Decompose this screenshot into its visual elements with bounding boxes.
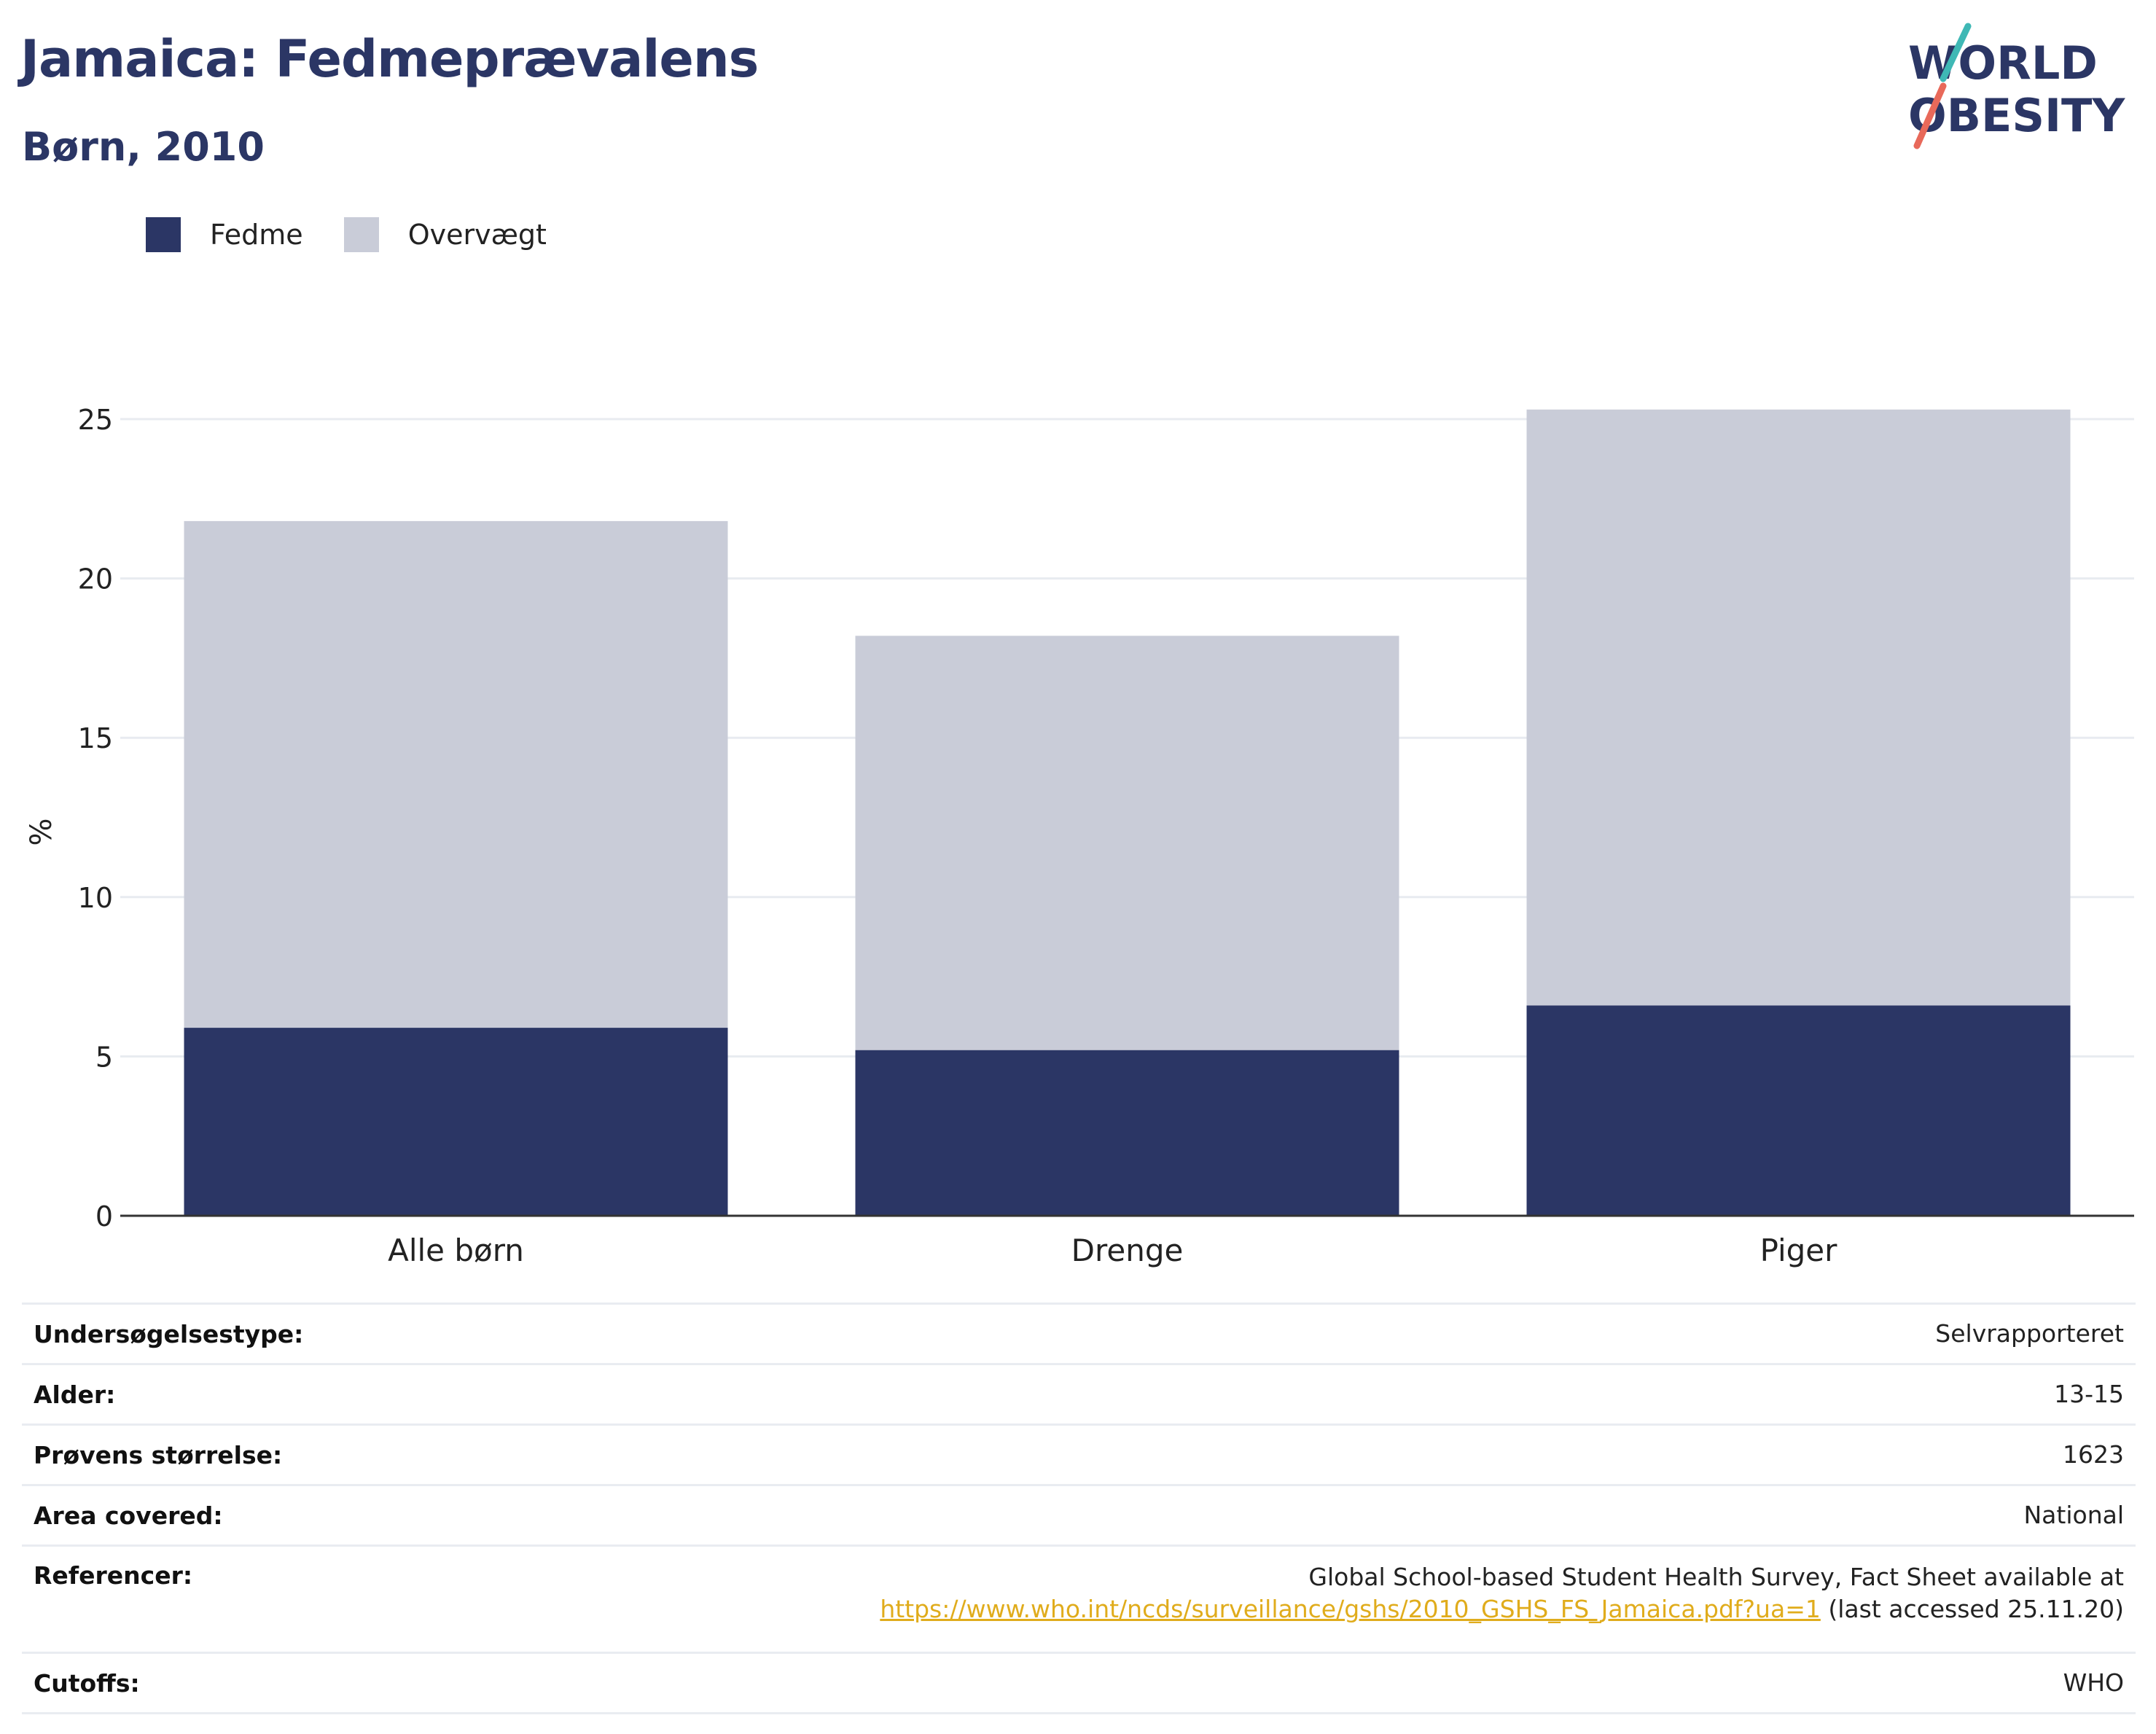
legend-swatch-overvaegt (343, 217, 379, 252)
y-tick-label: 10 (78, 882, 113, 914)
x-tick-label: Drenge (1071, 1233, 1184, 1268)
legend-label-fedme: Fedme (210, 219, 303, 251)
world-obesity-logo: WORLD OBESITY (1908, 23, 2125, 149)
info-value: Global School-based Student Health Surve… (867, 1546, 2136, 1653)
info-row-sample-size: Prøvens størrelse: 1623 (22, 1424, 2136, 1485)
bar-overvaegt (1526, 409, 2071, 1006)
reference-text: Global School-based Student Health Surve… (1308, 1563, 2124, 1591)
legend-item-fedme[interactable]: Fedme (146, 217, 303, 252)
page-subtitle: Børn, 2010 (22, 124, 265, 170)
x-tick-label: Piger (1760, 1233, 1838, 1268)
bar-fedme (184, 1028, 728, 1216)
info-value: National (2023, 1501, 2124, 1529)
legend-label-overvaegt: Overvægt (407, 219, 547, 251)
y-tick-label: 20 (78, 563, 113, 595)
page-title: Jamaica: Fedmeprævalens (20, 29, 759, 89)
y-tick-label: 25 (78, 404, 113, 436)
y-tick-label: 5 (95, 1041, 113, 1073)
reference-suffix: (last accessed 25.11.20) (1820, 1595, 2124, 1623)
reference-link[interactable]: https://www.who.int/ncds/surveillance/gs… (880, 1595, 1821, 1623)
bar-overvaegt (184, 520, 728, 1028)
info-label: Prøvens størrelse: (34, 1440, 283, 1469)
info-label: Cutoffs: (34, 1668, 140, 1698)
x-tick-label: Alle børn (388, 1233, 524, 1268)
info-row-survey-type: Undersøgelsestype: Selvrapporteret (22, 1303, 2136, 1364)
bar-fedme (855, 1050, 1399, 1216)
info-label: Referencer: (34, 1561, 193, 1590)
y-tick-label: 15 (78, 722, 113, 754)
info-row-area: Area covered: National (22, 1485, 2136, 1546)
y-axis-label: % (25, 818, 58, 845)
logo-line1: WORLD (1908, 36, 2098, 90)
legend-item-overvaegt[interactable]: Overvægt (343, 217, 547, 252)
logo-line2: OBESITY (1908, 89, 2125, 142)
info-value: Selvrapporteret (1935, 1319, 2124, 1348)
info-label: Area covered: (34, 1501, 223, 1530)
chart-legend: Fedme Overvægt (146, 216, 587, 254)
info-value: WHO (2063, 1668, 2124, 1697)
info-row-references: Referencer: Global School-based Student … (22, 1545, 2136, 1653)
info-label: Alder: (34, 1380, 116, 1409)
bar-chart: 0 5 10 15 20 25% Alle børn Drenge Piger (25, 404, 2134, 1268)
bar-fedme (1526, 1005, 2071, 1216)
info-row-age: Alder: 13-15 (22, 1364, 2136, 1425)
info-value: 1623 (2063, 1440, 2124, 1469)
bar-overvaegt (855, 636, 1399, 1050)
y-tick-label: 0 (95, 1200, 113, 1233)
info-value: 13-15 (2054, 1380, 2124, 1408)
legend-swatch-fedme (146, 217, 181, 252)
info-row-cutoffs: Cutoffs: WHO (22, 1652, 2136, 1714)
info-table: Undersøgelsestype: Selvrapporteret Alder… (22, 1303, 2136, 1714)
info-label: Undersøgelsestype: (34, 1319, 304, 1348)
